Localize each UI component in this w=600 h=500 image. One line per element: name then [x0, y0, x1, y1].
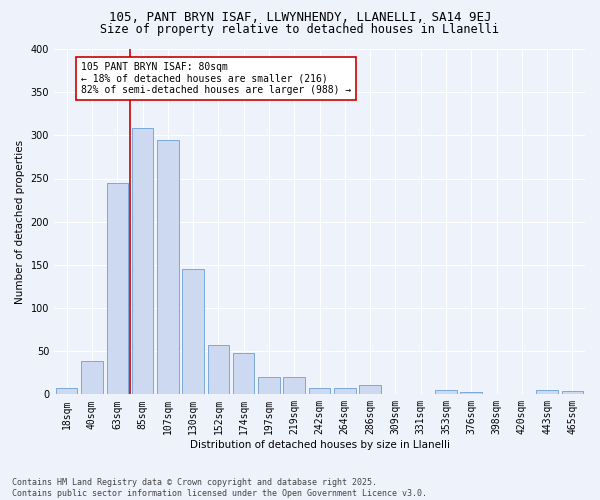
Bar [359, 385, 381, 394]
Text: Contains HM Land Registry data © Crown copyright and database right 2025.
Contai: Contains HM Land Registry data © Crown c… [12, 478, 427, 498]
Bar [309, 388, 330, 394]
Bar [562, 391, 583, 394]
Text: 105 PANT BRYN ISAF: 80sqm
← 18% of detached houses are smaller (216)
82% of semi: 105 PANT BRYN ISAF: 80sqm ← 18% of detac… [80, 62, 351, 95]
Bar [56, 388, 77, 394]
Bar [233, 353, 254, 395]
Y-axis label: Number of detached properties: Number of detached properties [15, 140, 25, 304]
Bar [536, 390, 558, 394]
Bar [435, 390, 457, 394]
Text: 105, PANT BRYN ISAF, LLWYNHENDY, LLANELLI, SA14 9EJ: 105, PANT BRYN ISAF, LLWYNHENDY, LLANELL… [109, 11, 491, 24]
Bar [81, 360, 103, 394]
Bar [460, 392, 482, 394]
Bar [258, 377, 280, 394]
Bar [334, 388, 356, 394]
X-axis label: Distribution of detached houses by size in Llanelli: Distribution of detached houses by size … [190, 440, 449, 450]
Bar [283, 377, 305, 394]
Bar [157, 140, 179, 394]
Bar [107, 183, 128, 394]
Bar [182, 269, 204, 394]
Bar [208, 345, 229, 395]
Text: Size of property relative to detached houses in Llanelli: Size of property relative to detached ho… [101, 22, 499, 36]
Bar [132, 128, 153, 394]
